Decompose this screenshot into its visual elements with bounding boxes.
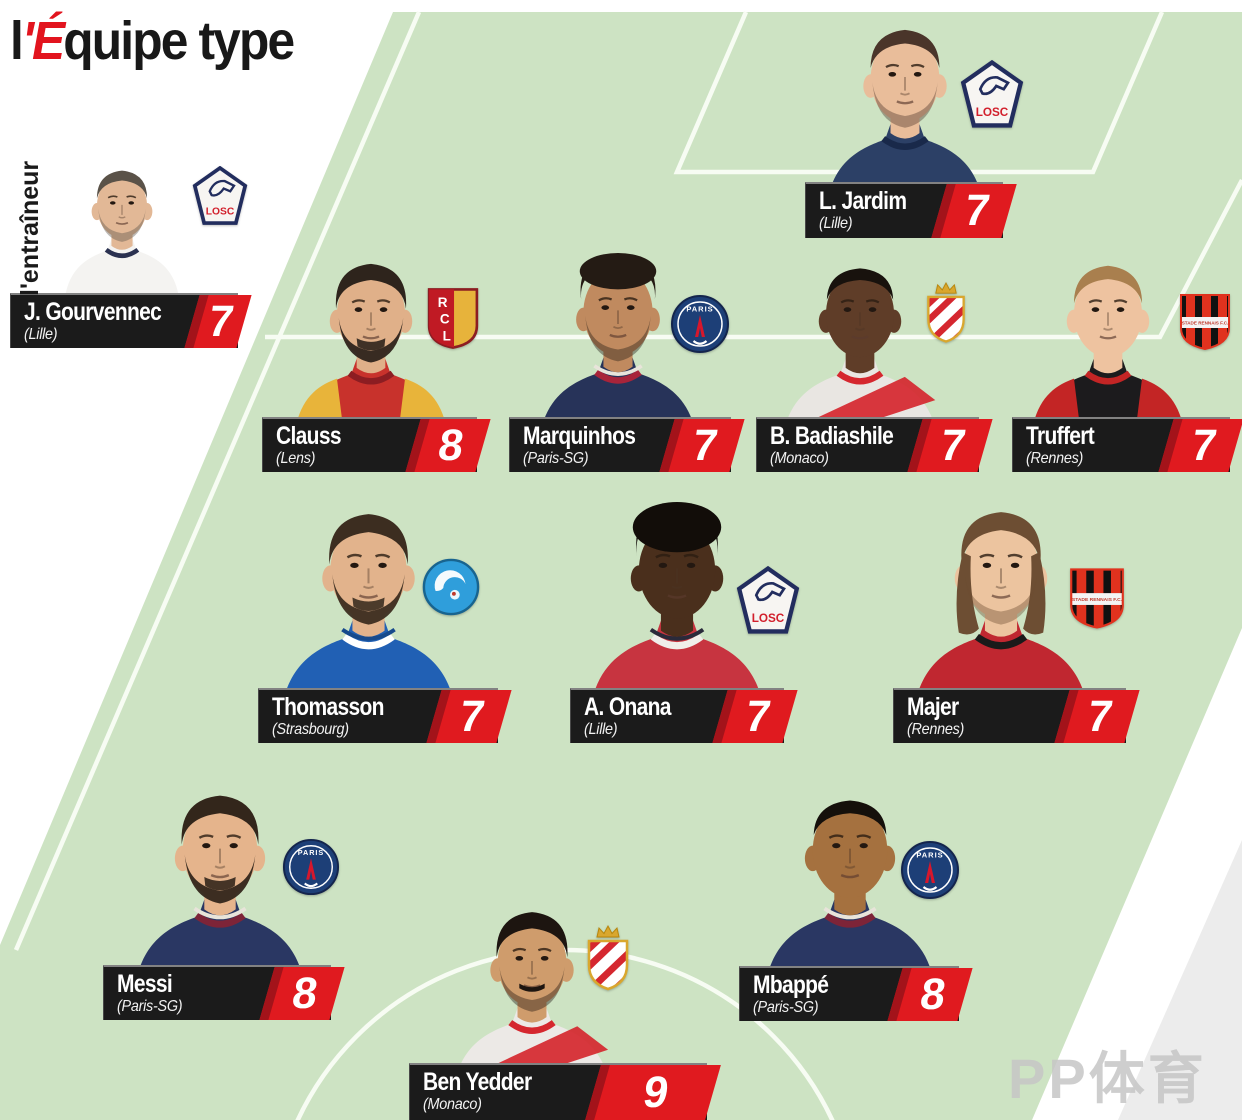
player-photo-onana	[574, 494, 780, 707]
name-bar: L. Jardim (Lille) 7	[805, 182, 1017, 238]
player-club: (Paris-SG)	[117, 998, 183, 1015]
player-rating: 7	[1084, 691, 1116, 741]
name-bar: Thomasson (Strasbourg) 7	[258, 688, 512, 743]
player-club: (Rennes)	[1026, 450, 1084, 467]
player-name: Ben Yedder	[423, 1068, 532, 1096]
watermark: PP体育	[1008, 1047, 1207, 1110]
player-photo-marquinhos	[518, 243, 718, 436]
player-club: (Lens)	[276, 450, 316, 467]
coach-role-label: l'entraîneur	[16, 160, 44, 296]
player-name: Majer	[907, 693, 959, 721]
corner-gray-panel	[1118, 840, 1242, 1120]
monaco-badge-icon	[920, 281, 972, 350]
svg-text:PARIS: PARIS	[298, 848, 324, 857]
losc-badge-icon: LOSC	[736, 566, 800, 635]
player-photo-messi	[112, 776, 328, 984]
svg-text:LOSC: LOSC	[752, 612, 785, 625]
title-l: l	[10, 11, 24, 71]
name-bar: Marquinhos (Paris-SG) 7	[509, 417, 745, 472]
rennes-badge-icon: STADE RENNAIS F.C.	[1068, 566, 1126, 631]
name-bar: Messi (Paris-SG) 8	[103, 965, 345, 1020]
player-rating: 7	[689, 420, 721, 470]
touchline-left	[13, 11, 422, 951]
player-rating: 8	[289, 968, 321, 1018]
halfway-line	[265, 178, 1242, 340]
player-name: Thomasson	[272, 693, 384, 721]
name-bar: Ben Yedder (Monaco) 9	[409, 1063, 721, 1120]
player-name: Clauss	[276, 422, 342, 450]
player-rating: 7	[961, 186, 993, 235]
player-name: Truffert	[1026, 422, 1095, 450]
player-club: (Monaco)	[423, 1096, 482, 1113]
page-title: l'Équipe type	[10, 10, 295, 72]
player-rating: 8	[435, 420, 467, 470]
player-name: Marquinhos	[523, 422, 636, 450]
name-bar: J. Gourvennec (Lille) 7	[10, 293, 252, 348]
name-bar: A. Onana (Lille) 7	[570, 688, 798, 743]
player-club: (Paris-SG)	[523, 450, 589, 467]
psg-badge-icon: PARIS	[670, 294, 730, 354]
player-name: A. Onana	[584, 693, 671, 721]
player-name: Messi	[117, 970, 173, 998]
svg-text:R: R	[438, 295, 448, 310]
player-club: (Monaco)	[770, 450, 829, 467]
title-accent: 'É	[21, 11, 65, 71]
losc-badge-icon: LOSC	[192, 166, 248, 226]
player-name: J. Gourvennec	[24, 298, 162, 326]
player-rating: 9	[640, 1067, 672, 1117]
name-bar: Majer (Rennes) 7	[893, 688, 1140, 743]
rennes-badge-icon: STADE RENNAIS F.C.	[1178, 292, 1232, 352]
svg-text:LOSC: LOSC	[206, 207, 235, 218]
losc-badge-icon: LOSC	[960, 60, 1024, 129]
name-bar: Mbappé (Paris-SG) 8	[739, 966, 973, 1021]
player-rating: 7	[742, 691, 774, 741]
player-club: (Lille)	[24, 326, 58, 343]
rating-box: 9	[585, 1065, 721, 1120]
player-photo-mbappe	[744, 776, 956, 984]
player-club: (Strasbourg)	[272, 721, 349, 738]
player-club: (Lille)	[819, 215, 853, 232]
svg-text:STADE RENNAIS F.C.: STADE RENNAIS F.C.	[1182, 321, 1229, 326]
player-name: Mbappé	[753, 971, 829, 999]
name-bar: Clauss (Lens) 8	[262, 417, 491, 472]
psg-badge-icon: PARIS	[900, 840, 960, 900]
player-rating: 7	[1188, 420, 1220, 470]
player-rating: 8	[917, 969, 949, 1019]
player-club: (Paris-SG)	[753, 999, 819, 1016]
name-bar: B. Badiashile (Monaco) 7	[756, 417, 993, 472]
svg-text:LOSC: LOSC	[976, 106, 1009, 119]
psg-badge-icon: PARIS	[282, 838, 340, 896]
monaco-badge-icon	[580, 924, 636, 998]
svg-text:STADE RENNAIS F.C.: STADE RENNAIS F.C.	[1072, 597, 1123, 603]
player-name: L. Jardim	[819, 187, 907, 215]
player-photo-badiashile	[760, 246, 960, 436]
player-rating: 7	[937, 420, 969, 470]
name-bar: Truffert (Rennes) 7	[1012, 417, 1242, 472]
rating-box: 7	[1158, 419, 1242, 472]
strasbourg-badge-icon	[422, 558, 480, 616]
player-photo-jardim	[800, 10, 1010, 202]
svg-text:PARIS: PARIS	[686, 305, 713, 314]
player-photo-thomasson	[266, 494, 471, 707]
center-circle	[295, 947, 835, 1120]
svg-text:C: C	[440, 312, 450, 327]
player-club: (Lille)	[584, 721, 618, 738]
player-name: B. Badiashile	[770, 422, 894, 450]
player-photo-gourvennec	[56, 110, 188, 296]
player-rating: 7	[456, 691, 488, 741]
player-photo-majer	[898, 494, 1104, 707]
svg-text:L: L	[443, 328, 451, 343]
svg-text:PARIS: PARIS	[916, 851, 943, 860]
player-club: (Rennes)	[907, 721, 965, 738]
title-rest: quipe type	[63, 11, 295, 71]
